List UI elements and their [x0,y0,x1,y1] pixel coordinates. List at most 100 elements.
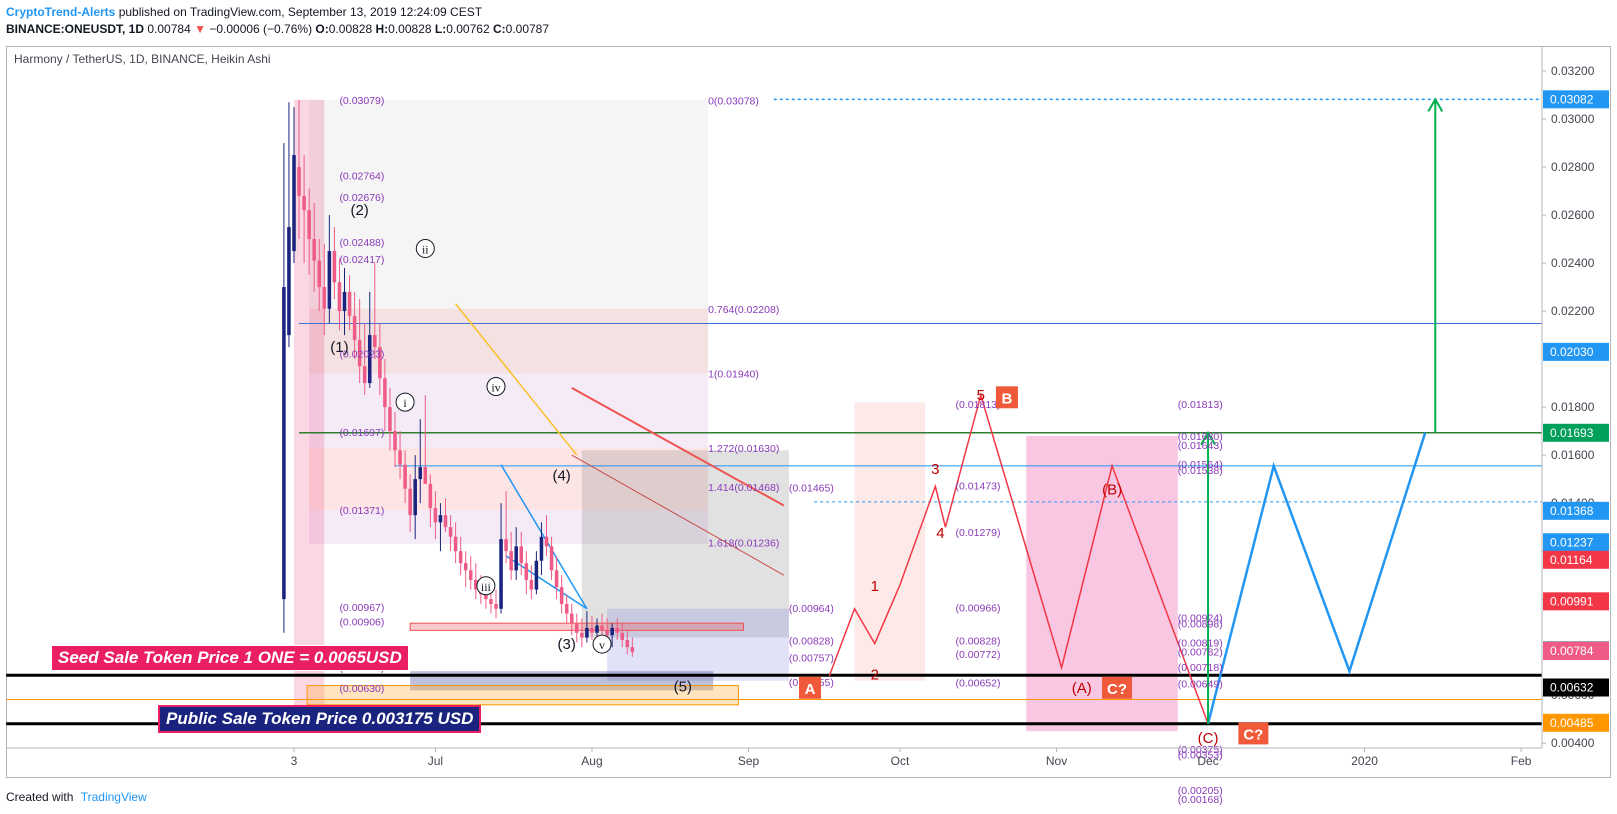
zone-shading [854,402,926,681]
price-label: 0.00485 [1550,716,1594,730]
price-label: 0.03082 [1550,92,1594,106]
price-label: 0.00632 [1550,681,1594,695]
candle-body [337,282,342,312]
fib-level-label: 1.272(0.01630) [708,443,779,455]
price-label: 0.02030 [1550,345,1594,359]
close-value: 0.00787 [505,22,550,36]
x-tick-label: Aug [581,754,602,768]
low-value: 0.00762 [446,22,490,36]
price-label-bg [1543,642,1609,661]
fib-level-label: (0.00168) [1178,794,1223,806]
fib-level-label: (0.00649) [1178,678,1223,690]
wave-label: (4) [552,467,570,484]
candle-body [383,378,387,408]
y-tick-label: 0.02200 [1551,304,1595,318]
candle-body [463,563,468,571]
candle-body [549,546,554,571]
fib-level-label: (0.01680) [1178,431,1223,443]
price-label-bg [1543,550,1609,569]
x-tick-label: Nov [1046,754,1067,768]
candle-body [317,260,322,288]
candle-body [433,507,438,523]
chart-legend-title: Harmony / TetherUS, 1D, BINANCE, Heikin … [14,52,271,66]
price-label-bg [1543,533,1609,552]
chart-frame[interactable] [6,46,1611,778]
wave-label: 3 [931,461,939,478]
wave-label: (3) [558,636,576,653]
candle-body [423,467,428,484]
high-label: H: [375,22,389,36]
wave-label: (1) [330,339,348,356]
candle-body [448,527,453,537]
fib-level-label: (0.00772) [956,649,1001,661]
candle-body [468,570,473,580]
price-change: −0.00006 (−0.76%) [209,22,313,36]
wave-circle [395,392,415,412]
candle-body [504,539,508,552]
wave-label: (A) [1072,680,1092,697]
fib-level-label: (0.01371) [339,505,384,517]
fib-level-label: (0.00819) [1178,638,1223,650]
open-value: 0.00828 [328,22,373,36]
candle-body [398,450,402,465]
price-label-bg [1543,713,1609,732]
candle-body [332,251,337,283]
y-tick-label: 0.03000 [1551,112,1595,126]
fib-level-label: 1.414(0.01468) [708,482,779,494]
fib-level-label: (0.01538) [1178,465,1223,477]
public-sale-banner: Public Sale Token Price 0.003175 USD [158,705,482,733]
candle-body [302,195,306,211]
candle-body [630,647,635,652]
last-price: 0.00784 [147,22,191,36]
candle-body [418,467,423,480]
channel-lower-line [571,454,785,576]
box-label-bg [799,676,821,699]
circled-wave-label: iii [481,580,492,594]
red-projection [828,392,1209,725]
price-label-bg [1543,423,1609,442]
seed-sale-banner: Seed Sale Token Price 1 ONE = 0.0065USD [51,645,409,671]
candle-body [403,464,407,489]
wave-label: (2) [350,202,368,219]
candle-body [514,546,518,571]
candle-body [610,627,614,636]
candle-body [494,603,498,609]
yellow-trend-line [455,303,578,456]
candle-body [342,291,347,312]
tradingview-logo[interactable]: TradingView [80,790,147,804]
author-link[interactable]: CryptoTrend-Alerts [6,5,116,19]
candle-body [408,488,412,516]
candle-body [580,632,584,638]
fib-level-label: 1.618(0.01236) [708,538,779,550]
candle-body [529,579,534,590]
candle-body [357,339,362,367]
candle-body [453,536,458,552]
price-label-bg [1543,592,1609,611]
candle-body [605,630,609,636]
x-tick-label: 3 [291,754,298,768]
fib-level-label: (0.01465) [789,483,834,495]
price-label-bg [1543,342,1609,361]
candle-body [352,315,357,340]
candle-body [534,560,539,590]
x-tick-label: Jul [428,754,443,768]
price-label-bg [1543,678,1609,697]
circled-wave-label: iv [491,380,500,394]
candle-body [524,563,529,580]
low-label: L: [434,22,447,36]
fib-level-label: (0.01473) [956,481,1001,493]
fib-level-label: 1(0.01940) [708,368,759,380]
candle-body [322,287,327,309]
candle-body [297,167,301,196]
candle-body [600,625,604,631]
green-arrow-head [1200,430,1216,446]
wave-circle [415,238,435,258]
zone-shading [607,608,789,681]
publish-line: CryptoTrend-Alerts published on TradingV… [6,4,549,21]
candle-body [595,625,599,633]
candle-body [292,155,296,252]
candle-body [362,366,367,384]
y-tick-label: 0.02800 [1551,160,1595,174]
footer: Created with TradingView [6,790,147,804]
